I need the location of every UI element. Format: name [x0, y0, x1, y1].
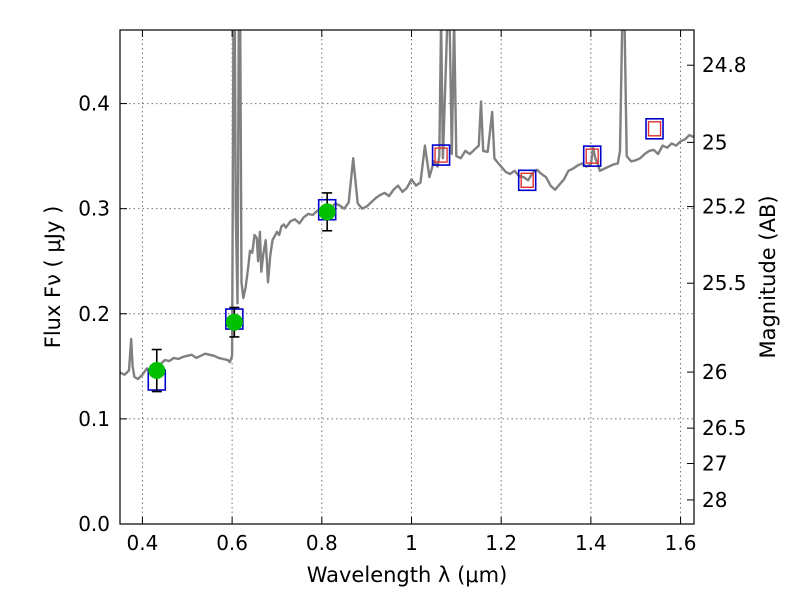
x-tick-label: 1.6: [665, 531, 697, 555]
x-tick-label: 1: [405, 531, 418, 555]
model-point-outer: [517, 169, 537, 192]
model-point-outer: [582, 145, 602, 167]
spectrum-line: [120, 30, 694, 381]
model-point-inner: [647, 121, 662, 137]
tick-marks: [120, 30, 694, 525]
x-tick-label: 0.4: [127, 531, 159, 555]
x-tick-label: 1.2: [485, 531, 517, 555]
magnitude-tick-label: 25.2: [702, 195, 747, 219]
model-point-outer: [431, 144, 451, 166]
x-axis-label: Wavelength λ (μm): [307, 563, 508, 587]
model-point-inner: [585, 148, 599, 164]
observed-point: [148, 362, 166, 380]
magnitude-tick-label: 25: [702, 130, 727, 154]
magnitude-tick-label: 24.8: [702, 53, 747, 77]
model-point-outer: [645, 118, 664, 140]
spectrum-layer: [120, 30, 694, 381]
observed-points-layer: [148, 192, 336, 393]
plot-frame: [119, 29, 695, 525]
model-points-layer: [147, 118, 664, 391]
y-tick-label: 0.0: [78, 512, 110, 536]
x-tick-label: 1.4: [575, 531, 607, 555]
grid-lines: [120, 30, 694, 524]
model-point-inner: [434, 147, 448, 163]
y-tick-label: 0.2: [78, 302, 110, 326]
tick-labels: 0.4 0.6 0.8 1 1.2 1.4 1.6 0.0 0.1 0.2 0.3 0.4 24.8 25…: [78, 53, 746, 555]
y-tick-label: 0.1: [78, 407, 110, 431]
magnitude-tick-label: 28: [702, 488, 727, 512]
magnitude-tick-label: 27: [702, 452, 727, 476]
y-tick-label: 0.4: [78, 92, 110, 116]
magnitude-tick-label: 26.5: [702, 416, 747, 440]
magnitude-axis-label: Magnitude (AB): [756, 195, 780, 358]
x-tick-label: 0.8: [306, 531, 338, 555]
x-tick-label: 0.6: [216, 531, 248, 555]
magnitude-tick-label: 25.5: [702, 271, 747, 295]
y-tick-label: 0.3: [78, 197, 110, 221]
y-axis-label: Flux Fν ( μJy ): [41, 206, 65, 349]
observed-point: [318, 203, 336, 221]
model-point-inner: [520, 172, 534, 189]
magnitude-tick-label: 26: [702, 360, 727, 384]
observed-point: [225, 313, 243, 331]
